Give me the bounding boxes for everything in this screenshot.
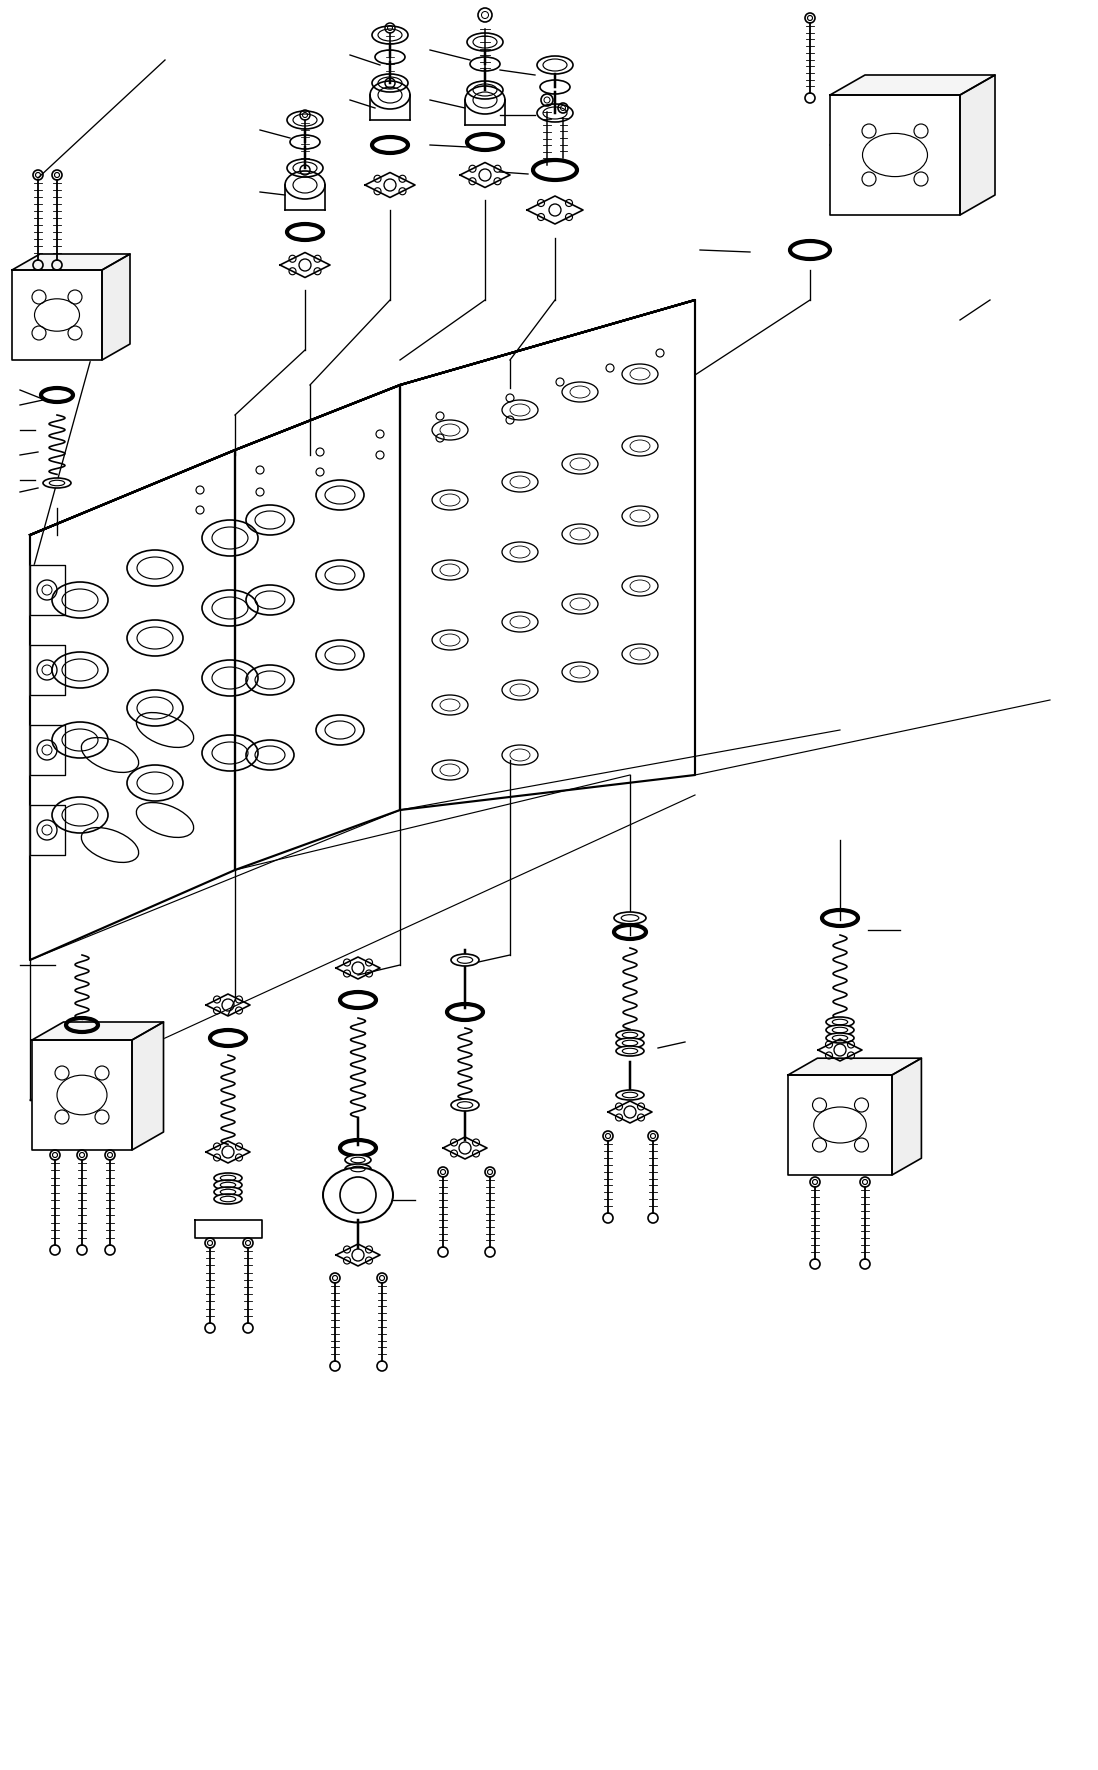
Polygon shape	[830, 96, 960, 214]
Polygon shape	[400, 299, 695, 811]
Ellipse shape	[345, 1165, 371, 1174]
Polygon shape	[788, 1058, 921, 1074]
Polygon shape	[30, 565, 65, 614]
Polygon shape	[32, 1041, 132, 1150]
Polygon shape	[960, 74, 995, 214]
Ellipse shape	[616, 1046, 645, 1057]
Polygon shape	[235, 386, 400, 871]
Ellipse shape	[43, 478, 71, 489]
Ellipse shape	[616, 1090, 645, 1099]
Ellipse shape	[214, 1181, 242, 1189]
Polygon shape	[12, 255, 130, 271]
Ellipse shape	[214, 1188, 242, 1197]
Ellipse shape	[451, 954, 479, 966]
Polygon shape	[30, 299, 695, 535]
Polygon shape	[788, 1074, 892, 1175]
Polygon shape	[30, 450, 235, 959]
Polygon shape	[102, 255, 130, 359]
Ellipse shape	[345, 1156, 371, 1165]
Polygon shape	[32, 1021, 164, 1041]
Polygon shape	[12, 271, 102, 359]
Ellipse shape	[616, 1037, 645, 1048]
Ellipse shape	[826, 1034, 854, 1043]
Polygon shape	[132, 1021, 164, 1150]
Ellipse shape	[451, 1099, 479, 1112]
Polygon shape	[892, 1058, 921, 1175]
Ellipse shape	[614, 912, 646, 924]
Ellipse shape	[323, 1168, 393, 1223]
Ellipse shape	[826, 1025, 854, 1035]
Ellipse shape	[826, 1018, 854, 1027]
Ellipse shape	[214, 1174, 242, 1182]
Polygon shape	[30, 805, 65, 855]
Polygon shape	[30, 726, 65, 775]
Polygon shape	[830, 74, 995, 96]
Ellipse shape	[616, 1030, 645, 1041]
Polygon shape	[195, 1220, 262, 1237]
Polygon shape	[30, 644, 65, 696]
Ellipse shape	[214, 1195, 242, 1204]
